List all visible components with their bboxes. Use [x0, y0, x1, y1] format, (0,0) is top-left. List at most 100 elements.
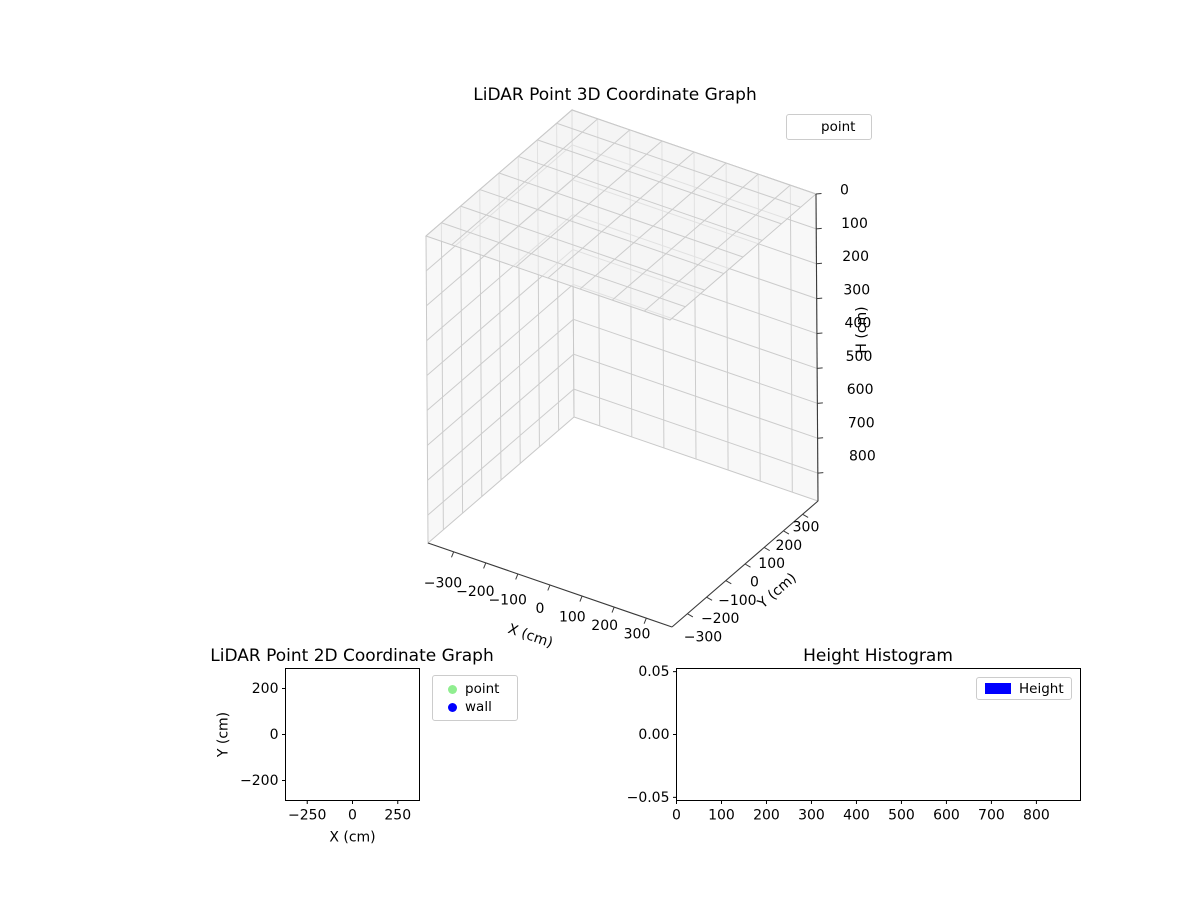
- z-axis-spine: [815, 193, 819, 502]
- tick-label: 100: [559, 610, 586, 626]
- tick-mark: [763, 546, 770, 552]
- z-axis-label: H (cm): [854, 306, 870, 353]
- tick-label: −0.05: [627, 790, 670, 806]
- x-axis-label: X (cm): [329, 830, 375, 846]
- point-marker-icon: [448, 684, 457, 694]
- grid-line: [479, 189, 724, 275]
- grid-line: [573, 388, 818, 474]
- grid-line: [556, 122, 801, 208]
- tick-mark: [816, 227, 822, 230]
- tick-label: 300: [793, 520, 820, 536]
- x-axis-label: X (cm): [506, 621, 555, 651]
- tick-label: 0.05: [638, 664, 669, 680]
- grid-line: [427, 388, 575, 516]
- grid-line: [573, 353, 818, 439]
- histogram-axes: 0 100 200 300 400 500 600 700 800 −0.05 0.00 0.05: [627, 664, 1081, 824]
- tick-label: 400: [843, 808, 870, 824]
- grid-line: [537, 139, 782, 225]
- plot2d-title: LiDAR Point 2D Coordinate Graph: [210, 646, 494, 666]
- plot2d-legend: point wall: [432, 675, 518, 721]
- plot2d-legend-label-wall: wall: [465, 699, 492, 715]
- axes-frame: [285, 668, 420, 801]
- legend-entry-point: point: [433, 680, 517, 698]
- tick-label: 0: [536, 601, 545, 617]
- plot3d-legend-label: point: [821, 119, 856, 135]
- tick-label: 600: [847, 382, 874, 398]
- histogram-legend: Height: [976, 677, 1072, 700]
- tick-label: 250: [384, 808, 411, 824]
- tick-label: 500: [888, 808, 915, 824]
- tick-mark: [817, 437, 824, 439]
- grid-line: [498, 172, 744, 258]
- tick-mark: [817, 367, 823, 369]
- grid-line: [789, 185, 793, 493]
- tick-label: 200: [753, 808, 780, 824]
- grid-line: [441, 222, 686, 308]
- tick-mark: [816, 332, 823, 335]
- tick-label: 200: [775, 538, 802, 554]
- tick-label: 200: [252, 681, 279, 697]
- empty-scatter-handle-icon: [787, 127, 821, 128]
- tick-label: −200: [701, 611, 739, 627]
- tick-label: −100: [718, 593, 756, 609]
- tick-mark: [817, 472, 824, 474]
- tick-mark: [687, 613, 694, 618]
- tick-mark: [579, 595, 583, 602]
- y-axis-label: Y (cm): [216, 712, 232, 758]
- y-axis-label: Y (cm): [754, 570, 799, 612]
- tick-label: 100: [708, 808, 735, 824]
- tick-mark: [483, 562, 487, 569]
- tick-label: 800: [1023, 808, 1050, 824]
- plot3d-legend: point: [786, 114, 872, 140]
- tick-mark: [451, 551, 455, 558]
- tick-label: 600: [933, 808, 960, 824]
- grid-line: [440, 222, 444, 530]
- tick-mark: [515, 573, 519, 580]
- tick-label: 100: [841, 216, 868, 232]
- tick-label: −200: [456, 584, 494, 600]
- grid-line: [427, 353, 574, 481]
- plot2d-legend-label-point: point: [465, 681, 500, 697]
- tick-mark: [725, 580, 732, 585]
- tick-label: −100: [488, 593, 526, 609]
- tick-mark: [744, 563, 751, 568]
- tick-label: −300: [424, 576, 462, 592]
- tick-mark: [802, 513, 809, 518]
- tick-mark: [815, 193, 822, 195]
- histogram-title: Height Histogram: [803, 646, 953, 666]
- tick-label: 300: [798, 808, 825, 824]
- histogram-legend-label: Height: [1019, 680, 1064, 697]
- tick-mark: [783, 530, 790, 535]
- tick-label: 0: [348, 808, 357, 824]
- tick-label: 100: [758, 556, 785, 572]
- tick-label: 200: [842, 249, 869, 265]
- legend-entry-wall: wall: [433, 698, 517, 716]
- tick-label: 0: [750, 575, 759, 591]
- tick-label: 700: [978, 808, 1005, 824]
- grid-line: [427, 318, 574, 446]
- tick-mark: [816, 297, 823, 300]
- tick-label: 400: [845, 316, 872, 332]
- tick-label: 300: [624, 627, 651, 643]
- grid-line: [460, 205, 705, 291]
- tick-label: −200: [240, 773, 278, 789]
- tick-label: 0.00: [638, 727, 669, 743]
- tick-mark: [611, 606, 615, 613]
- tick-label: 500: [846, 349, 873, 365]
- tick-label: 200: [591, 618, 618, 634]
- grid-line: [573, 318, 818, 404]
- grid-line: [460, 206, 464, 514]
- tick-label: −250: [288, 808, 326, 824]
- tick-label: 800: [849, 449, 876, 465]
- tick-mark: [816, 262, 822, 265]
- wall-marker-icon: [448, 702, 457, 712]
- tick-label: 0: [672, 808, 681, 824]
- tick-label: 300: [843, 282, 870, 298]
- tick-label: 700: [848, 415, 875, 431]
- tick-mark: [706, 596, 713, 601]
- height-patch-icon: [985, 683, 1011, 694]
- plot2d-axes: −250 0 250 −200 0 200 X (cm) Y (cm): [216, 668, 420, 846]
